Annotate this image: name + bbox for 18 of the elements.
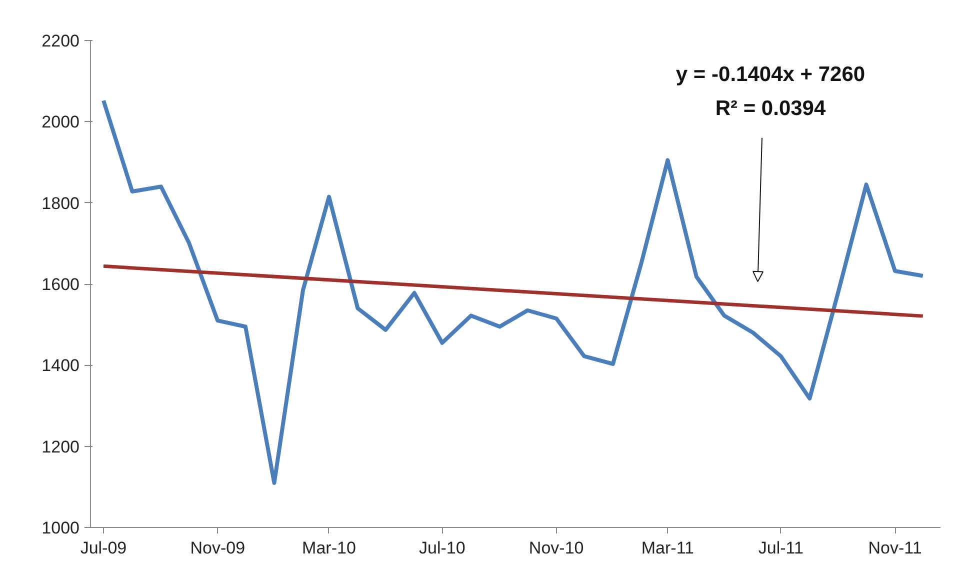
y-tick-label: 1000	[42, 518, 80, 538]
line-series	[101, 98, 925, 485]
x-tick-label: Mar-10	[302, 538, 356, 558]
x-tick-label: Nov-09	[190, 538, 246, 558]
y-tick-label: 2000	[42, 112, 80, 132]
y-tick-label: 1400	[42, 356, 80, 376]
y-tick-label: 1800	[42, 194, 80, 213]
y-tick-label: 1600	[42, 275, 80, 294]
x-tick-label: Mar-11	[641, 538, 694, 558]
x-tick-label: Jul-09	[80, 538, 127, 558]
annotation: R² = 0.0394	[715, 97, 826, 120]
annotation: y = -0.1404x + 7260	[676, 63, 866, 86]
y-tick-label: 2200	[42, 32, 80, 50]
y-tick-label: 1200	[42, 437, 80, 456]
x-tick-label: Jul-11	[758, 538, 804, 558]
x-tick-label: Nov-10	[528, 538, 584, 558]
x-tick-label: Nov-11	[868, 538, 922, 558]
x-tick-label: Jul-10	[419, 538, 466, 558]
